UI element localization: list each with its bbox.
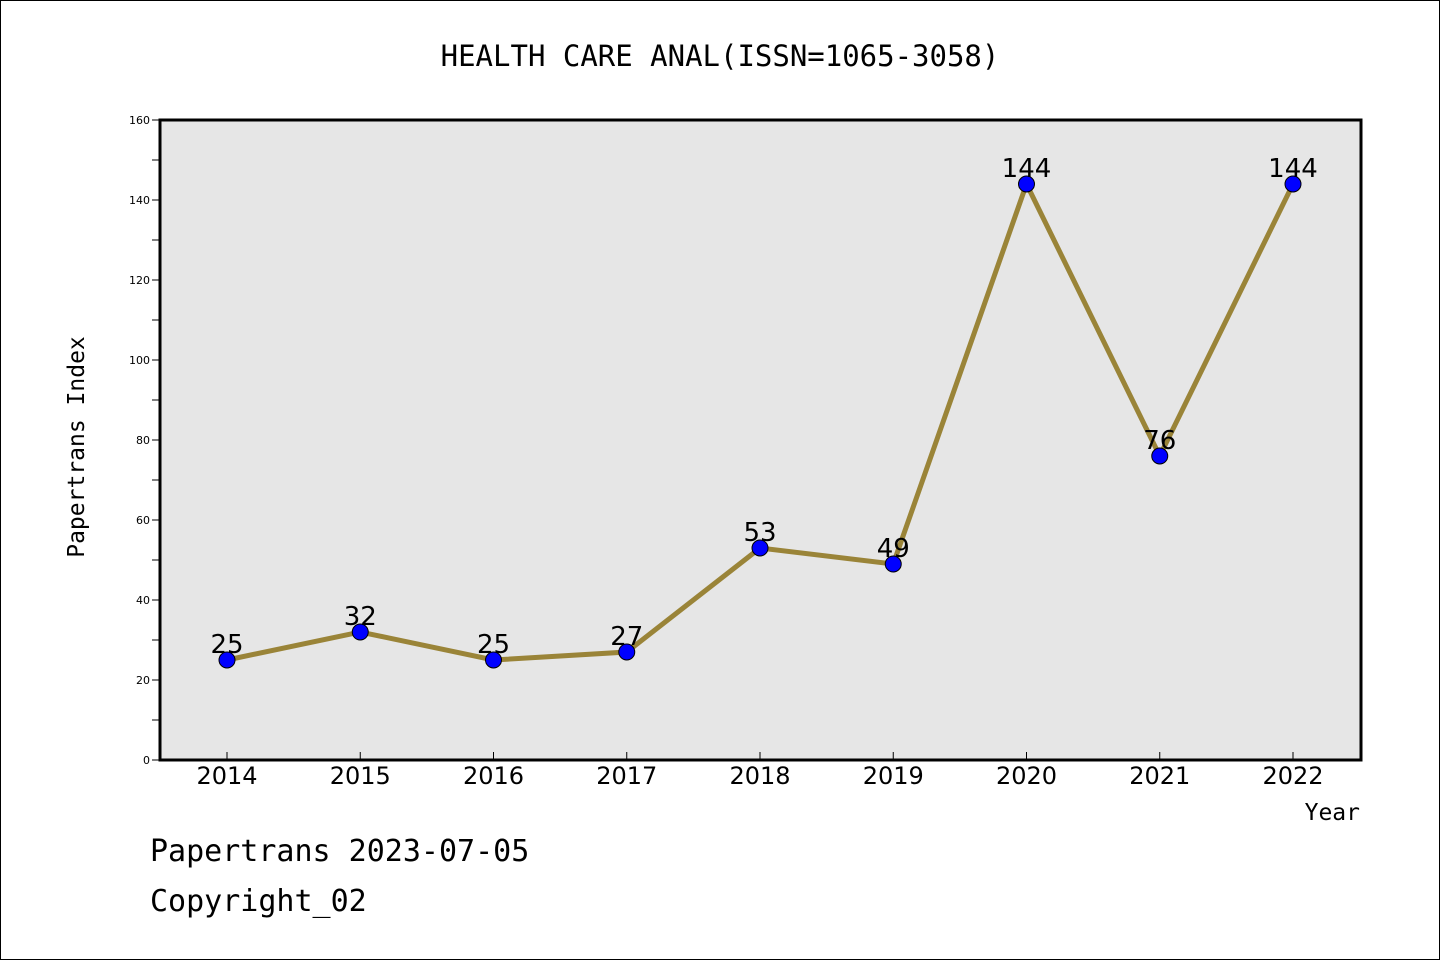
data-point <box>751 539 769 557</box>
y-tick-label: 20 <box>136 674 150 687</box>
y-tick-label: 0 <box>143 754 150 767</box>
x-tick-label: 2014 <box>196 762 257 790</box>
x-tick-label: 2020 <box>996 762 1057 790</box>
data-point <box>1284 175 1302 193</box>
data-label: 25 <box>210 630 243 660</box>
y-tick-label: 40 <box>136 594 150 607</box>
data-point <box>218 651 236 669</box>
data-label: 32 <box>344 602 377 632</box>
x-tick-label: 2021 <box>1129 762 1190 790</box>
data-point <box>884 555 902 573</box>
y-tick-label: 60 <box>136 514 150 527</box>
data-point <box>351 623 369 641</box>
chart-title: HEALTH CARE ANAL(ISSN=1065-3058) <box>441 39 1000 73</box>
data-point <box>618 643 636 661</box>
x-tick-label: 2019 <box>863 762 924 790</box>
data-point <box>1151 447 1169 465</box>
y-tick-label: 80 <box>136 434 150 447</box>
data-label: 49 <box>877 534 910 564</box>
footer-date: Papertrans 2023-07-05 <box>150 834 530 869</box>
data-label: 76 <box>1143 426 1176 456</box>
x-axis: 2014 2015 2016 2017 2018 2019 2020 2021 2022 <box>196 752 1324 790</box>
x-tick-label: 2017 <box>596 762 657 790</box>
data-label: 53 <box>743 518 776 548</box>
x-tick-label: 2022 <box>1262 762 1323 790</box>
x-tick-label: 2015 <box>330 762 391 790</box>
x-axis-label: Year <box>1305 800 1360 826</box>
data-label: 27 <box>610 622 643 652</box>
data-point <box>1018 175 1035 193</box>
y-tick-label: 100 <box>129 354 150 367</box>
plot-area <box>160 120 1361 760</box>
y-axis-label: Papertrans Index <box>64 336 90 558</box>
y-tick-label: 140 <box>129 194 150 207</box>
x-tick-label: 2016 <box>463 762 524 790</box>
data-label: 25 <box>477 630 510 660</box>
y-axis: 0 20 40 60 80 100 120 140 160 <box>129 114 160 767</box>
plot-border <box>158 118 1363 762</box>
series-group: 25 32 25 27 53 49 144 76 144 <box>210 154 1318 669</box>
footer-copyright: Copyright_02 <box>150 884 367 919</box>
data-label: 144 <box>1268 154 1318 184</box>
data-label: 144 <box>1002 154 1052 184</box>
y-tick-label: 160 <box>129 114 150 127</box>
data-point <box>485 651 502 669</box>
x-tick-label: 2018 <box>729 762 790 790</box>
y-tick-label: 120 <box>129 274 150 287</box>
